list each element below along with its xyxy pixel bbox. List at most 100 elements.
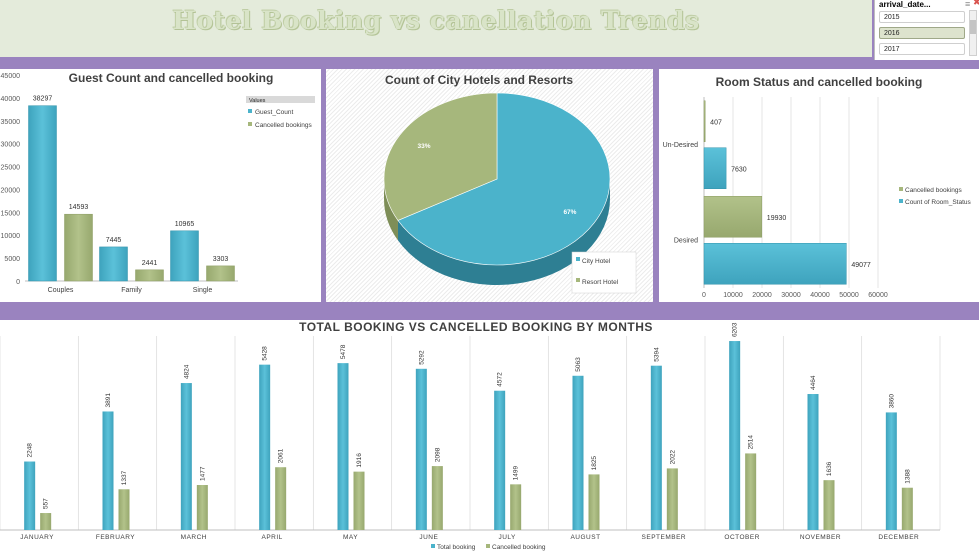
y-tick-label: 0 xyxy=(16,279,20,286)
total-booking-bar xyxy=(180,383,192,530)
legend-label: Resort Hotel xyxy=(582,279,619,286)
total-booking-bar xyxy=(24,461,36,530)
x-tick-label: 60000 xyxy=(868,292,888,299)
data-label: 1477 xyxy=(199,466,206,481)
cancelled-bar xyxy=(275,467,287,530)
x-tick-label: 20000 xyxy=(752,292,772,299)
total-booking-bar xyxy=(102,411,114,530)
pie-slice-resort-hotel xyxy=(383,92,498,221)
data-label: 3303 xyxy=(213,256,229,263)
legend-swatch xyxy=(431,544,435,548)
cancelled-bar xyxy=(196,485,208,530)
x-tick-label: 40000 xyxy=(810,292,830,299)
cancelled-bar xyxy=(703,196,763,238)
data-label: 14593 xyxy=(69,204,89,211)
legend-swatch xyxy=(899,199,903,203)
data-label: 38297 xyxy=(33,96,53,103)
year-slicer: arrival_date... ≡ ✖ 2015 2016 2017 xyxy=(874,0,979,60)
data-label: 3891 xyxy=(105,393,112,408)
y-tick-label: 45000 xyxy=(1,73,21,80)
y-tick-label: Desired xyxy=(674,237,698,244)
legend-title-bar xyxy=(246,96,315,103)
filter-icon[interactable]: ≡ xyxy=(965,0,971,9)
room-chart-title: Room Status and cancelled booking xyxy=(716,75,923,89)
slicer-header: arrival_date... xyxy=(879,0,931,9)
data-label: 5428 xyxy=(262,346,269,361)
cancelled-bar xyxy=(431,466,443,530)
x-tick-label: SEPTEMBER xyxy=(642,534,687,541)
data-label: 1916 xyxy=(356,453,363,468)
legend-swatch xyxy=(248,109,252,113)
x-tick-label: AUGUST xyxy=(570,534,600,541)
data-label: 1636 xyxy=(826,461,833,476)
cancelled-bar xyxy=(40,513,52,530)
data-label: 2441 xyxy=(142,260,158,267)
x-tick-label: APRIL xyxy=(262,534,283,541)
legend-label: City Hotel xyxy=(582,258,611,265)
x-tick-label: Family xyxy=(121,287,142,294)
y-tick-label: 35000 xyxy=(1,119,21,126)
data-label: 557 xyxy=(43,498,50,509)
slicer-item-2016[interactable]: 2016 xyxy=(879,27,965,39)
y-tick-label: 5000 xyxy=(4,256,20,263)
y-tick-label: 30000 xyxy=(1,142,21,149)
guest-count-bar xyxy=(28,105,57,282)
total-booking-bar xyxy=(650,365,662,530)
monthly-chart-panel: TOTAL BOOKING VS CANCELLED BOOKING BY MO… xyxy=(0,320,979,553)
data-label: 1337 xyxy=(121,470,128,485)
data-label: 19930 xyxy=(767,215,787,222)
x-tick-label: MARCH xyxy=(181,534,207,541)
x-tick-label: MAY xyxy=(343,534,358,541)
cancelled-bar xyxy=(510,484,522,530)
cancelled-bar xyxy=(206,265,235,282)
legend-label: Guest_Count xyxy=(255,109,293,116)
slicer-item-2015[interactable]: 2015 xyxy=(879,11,965,23)
legend-swatch xyxy=(576,257,580,261)
room-status-bar xyxy=(703,243,847,285)
y-tick-label: 25000 xyxy=(1,165,21,172)
x-tick-label: OCTOBER xyxy=(724,534,760,541)
total-booking-bar xyxy=(729,341,741,530)
data-label: 3860 xyxy=(888,394,895,409)
x-tick-label: Single xyxy=(193,287,213,294)
cancelled-bar xyxy=(353,471,365,530)
x-tick-label: 30000 xyxy=(781,292,801,299)
legend-swatch xyxy=(486,544,490,548)
legend-label: Count of Room_Status xyxy=(905,199,972,206)
cancelled-bar xyxy=(588,474,600,530)
pie-data-label: 33% xyxy=(418,143,431,150)
pie-data-label: 67% xyxy=(563,209,576,216)
cancelled-bar xyxy=(901,487,913,530)
data-label: 5063 xyxy=(575,357,582,372)
cancelled-bar xyxy=(135,269,164,282)
guest-chart-title: Guest Count and cancelled booking xyxy=(69,71,274,85)
x-tick-label: DECEMBER xyxy=(878,534,919,541)
clear-filter-icon[interactable]: ✖ xyxy=(973,0,979,7)
cancelled-bar xyxy=(64,213,93,282)
cancelled-bar xyxy=(666,468,678,530)
cancelled-bar xyxy=(118,489,130,530)
legend-label: Cancelled bookings xyxy=(255,122,312,129)
monthly-chart-title: TOTAL BOOKING VS CANCELLED BOOKING BY MO… xyxy=(299,320,653,334)
data-label: 1499 xyxy=(513,465,520,480)
x-tick-label: NOVEMBER xyxy=(800,534,841,541)
monthly-chart: TOTAL BOOKING VS CANCELLED BOOKING BY MO… xyxy=(0,320,941,551)
total-booking-bar xyxy=(494,390,506,530)
y-tick-label: 15000 xyxy=(1,210,21,217)
total-booking-bar xyxy=(572,375,584,530)
total-booking-bar xyxy=(885,412,897,530)
city-chart-panel: Count of City Hotels and Resorts 67% 33% C… xyxy=(326,69,653,302)
guest-chart-panel: Guest Count and cancelled booking 0 5000 1… xyxy=(0,69,321,302)
guest-count-bar xyxy=(170,230,199,282)
slicer-item-2017[interactable]: 2017 xyxy=(879,43,965,55)
legend-label: Cancelled booking xyxy=(492,544,546,551)
legend-swatch xyxy=(576,278,580,282)
data-label: 49077 xyxy=(851,262,871,269)
dashboard-title: Hotel Booking vs canellation Trends xyxy=(172,6,700,35)
data-label: 7445 xyxy=(106,237,122,244)
data-label: 4464 xyxy=(810,375,817,390)
total-booking-bar xyxy=(807,394,819,530)
data-label: 2514 xyxy=(748,435,755,450)
pie-side-resort xyxy=(384,179,398,241)
slicer-scroll-thumb[interactable] xyxy=(970,20,976,34)
